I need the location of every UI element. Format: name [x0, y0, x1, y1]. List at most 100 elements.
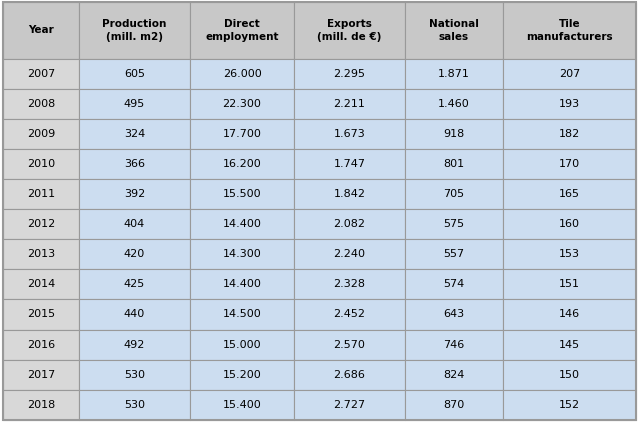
Text: 824: 824 — [443, 370, 465, 380]
Bar — [79, 2, 190, 59]
Text: 643: 643 — [443, 309, 465, 319]
Text: 193: 193 — [559, 99, 580, 109]
Bar — [3, 2, 79, 59]
Bar — [79, 239, 190, 269]
Bar — [503, 2, 636, 59]
Text: 2012: 2012 — [27, 219, 56, 229]
Text: 324: 324 — [124, 129, 145, 139]
Text: 2011: 2011 — [27, 189, 55, 199]
Text: 574: 574 — [443, 279, 465, 289]
Bar — [79, 360, 190, 390]
Bar — [294, 119, 405, 149]
Bar — [190, 149, 294, 179]
Bar — [405, 209, 503, 239]
Bar — [294, 330, 405, 360]
Bar — [3, 239, 79, 269]
Text: Tile
manufacturers: Tile manufacturers — [526, 19, 613, 41]
Text: 15.400: 15.400 — [222, 400, 261, 410]
Bar — [503, 239, 636, 269]
Text: 2.211: 2.211 — [334, 99, 366, 109]
Bar — [294, 209, 405, 239]
Bar — [503, 119, 636, 149]
Bar — [190, 209, 294, 239]
Text: 2.295: 2.295 — [334, 68, 366, 78]
Text: 150: 150 — [559, 370, 580, 380]
Bar — [190, 59, 294, 89]
Text: Exports
(mill. de €): Exports (mill. de €) — [318, 19, 381, 41]
Text: 801: 801 — [443, 159, 465, 169]
Text: 2008: 2008 — [27, 99, 56, 109]
Bar — [405, 269, 503, 300]
Bar — [190, 179, 294, 209]
Bar — [405, 300, 503, 330]
Bar — [3, 209, 79, 239]
Bar — [405, 149, 503, 179]
Bar — [3, 149, 79, 179]
Text: 2.240: 2.240 — [334, 249, 366, 259]
Text: 2018: 2018 — [27, 400, 56, 410]
Bar — [190, 239, 294, 269]
Text: 1.871: 1.871 — [438, 68, 470, 78]
Text: 1.673: 1.673 — [334, 129, 366, 139]
Bar — [405, 59, 503, 89]
Bar — [503, 330, 636, 360]
Text: 492: 492 — [124, 340, 145, 349]
Bar — [503, 269, 636, 300]
Bar — [294, 390, 405, 420]
Bar — [503, 209, 636, 239]
Text: 2.570: 2.570 — [334, 340, 366, 349]
Text: 145: 145 — [559, 340, 580, 349]
Text: 366: 366 — [124, 159, 145, 169]
Bar — [79, 300, 190, 330]
Text: 2009: 2009 — [27, 129, 56, 139]
Bar — [190, 119, 294, 149]
Bar — [294, 2, 405, 59]
Bar — [405, 239, 503, 269]
Bar — [503, 300, 636, 330]
Bar — [79, 330, 190, 360]
Bar — [3, 360, 79, 390]
Text: 2013: 2013 — [27, 249, 55, 259]
Text: 2016: 2016 — [27, 340, 55, 349]
Text: 404: 404 — [124, 219, 145, 229]
Text: 2.686: 2.686 — [334, 370, 366, 380]
Text: 151: 151 — [559, 279, 580, 289]
Text: 160: 160 — [559, 219, 580, 229]
Bar — [79, 209, 190, 239]
Bar — [503, 179, 636, 209]
Bar — [3, 269, 79, 300]
Text: 165: 165 — [559, 189, 580, 199]
Text: 425: 425 — [124, 279, 145, 289]
Text: 14.400: 14.400 — [222, 279, 261, 289]
Text: 2010: 2010 — [27, 159, 55, 169]
Text: 16.200: 16.200 — [222, 159, 261, 169]
Text: 918: 918 — [443, 129, 465, 139]
Text: 605: 605 — [124, 68, 145, 78]
Bar — [294, 360, 405, 390]
Text: Year: Year — [28, 25, 54, 35]
Text: 146: 146 — [559, 309, 580, 319]
Bar — [3, 59, 79, 89]
Bar — [190, 2, 294, 59]
Bar — [79, 269, 190, 300]
Bar — [294, 59, 405, 89]
Bar — [79, 390, 190, 420]
Text: 420: 420 — [124, 249, 145, 259]
Text: 1.842: 1.842 — [334, 189, 366, 199]
Text: 14.400: 14.400 — [222, 219, 261, 229]
Text: 575: 575 — [443, 219, 465, 229]
Text: 495: 495 — [124, 99, 145, 109]
Bar — [503, 360, 636, 390]
Text: 705: 705 — [443, 189, 465, 199]
Text: 153: 153 — [559, 249, 580, 259]
Text: 2.452: 2.452 — [334, 309, 366, 319]
Bar — [3, 300, 79, 330]
Bar — [405, 2, 503, 59]
Bar — [190, 269, 294, 300]
Text: Production
(mill. m2): Production (mill. m2) — [102, 19, 167, 41]
Bar — [190, 300, 294, 330]
Text: 870: 870 — [443, 400, 465, 410]
Bar — [3, 89, 79, 119]
Bar — [79, 149, 190, 179]
Text: 152: 152 — [559, 400, 580, 410]
